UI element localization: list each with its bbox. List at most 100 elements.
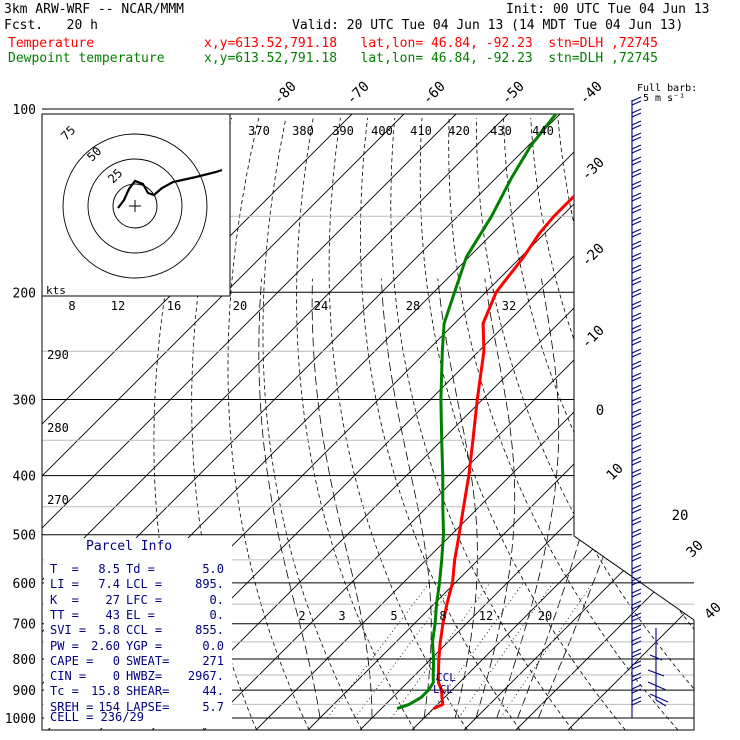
wind-barb-flag — [631, 640, 642, 646]
precip-water-label: 32 — [502, 299, 516, 313]
parcel-info-cell: 0.0 — [202, 638, 224, 653]
wind-barb-flag — [631, 124, 642, 130]
isotherm-label: -80 — [271, 79, 300, 108]
pressure-tick-label: 300 — [13, 394, 36, 409]
dry-adiabat-line — [296, 117, 415, 730]
wind-barb-flag — [631, 228, 642, 234]
wind-barb-flag — [631, 364, 642, 370]
thetae-label: 420 — [448, 124, 470, 138]
thetae-label: 400 — [371, 124, 393, 138]
precip-water-label: 20 — [233, 299, 247, 313]
wind-barb-flag — [631, 540, 642, 546]
temperature-location: x,y=613.52,791.18 lat,lon= 46.84, -92.23… — [204, 36, 658, 51]
mixing-ratio-label: 8 — [439, 609, 446, 623]
low-level-wind-barbs — [647, 628, 669, 707]
wind-barb-flag — [631, 304, 642, 310]
parcel-info-cell: CAPE = — [50, 653, 94, 668]
wind-barb-flag — [631, 240, 642, 246]
wind-barb-flag — [631, 220, 642, 226]
barb-legend-line1: Full barb: — [637, 83, 698, 94]
hodograph-ring — [112, 183, 158, 229]
parcel-info-cell: 855. — [195, 623, 224, 638]
isotherm-line — [463, 114, 694, 730]
parcel-info-cell: 0. — [209, 607, 224, 622]
wind-barb-flag — [631, 336, 642, 342]
parcel-info-cell: 5.7 — [202, 699, 224, 714]
wind-barb-flag — [631, 360, 642, 366]
wind-barb-flag — [631, 432, 642, 438]
isotherm-label: 0 — [596, 403, 604, 419]
wind-barb-flag — [631, 196, 642, 202]
wind-barb-flag — [631, 280, 642, 286]
parcel-info-cell: 7.4 — [98, 577, 120, 592]
isotherm-line — [411, 114, 694, 730]
moist-adiabat-line — [475, 278, 516, 719]
thetae-label: 430 — [490, 124, 512, 138]
precip-water-label: 24 — [314, 299, 328, 313]
wind-barb-flag — [631, 516, 642, 522]
wind-barb-flag — [631, 456, 642, 462]
wind-barb-flag — [631, 232, 642, 238]
wind-barb-flag — [631, 100, 642, 106]
precip-water-label: 16 — [167, 299, 181, 313]
parcel-info-cell: HWBZ= — [126, 669, 163, 684]
parcel-info-cell: SWEAT= — [126, 653, 170, 668]
parcel-info-cell: 44. — [202, 684, 224, 699]
wind-barb-flag — [631, 172, 642, 178]
dewpoint-legend-label: Dewpoint temperature — [8, 51, 165, 66]
wind-barb-flag — [631, 340, 642, 346]
ccl-marker: CCL — [436, 671, 456, 684]
parcel-info-cell: TT = — [50, 607, 79, 622]
wind-barb-flag — [631, 396, 642, 402]
parcel-info-cell: SHEAR= — [126, 684, 170, 699]
theta-label: 270 — [47, 493, 69, 507]
wind-barb-flag — [631, 672, 642, 678]
wind-barb-flag — [631, 472, 642, 478]
isotherm-label: -70 — [344, 79, 373, 108]
dry-adiabat-line — [530, 117, 694, 730]
precip-water-label: 12 — [111, 299, 125, 313]
wind-barb-flag — [631, 568, 642, 574]
parcel-info-cell: Td = — [126, 562, 155, 576]
wind-barb-flag — [631, 436, 642, 442]
hodograph-trace — [117, 168, 223, 209]
temperature-profile — [432, 114, 650, 710]
isotherm-label: -50 — [499, 79, 528, 108]
wind-barb-flag — [631, 504, 642, 510]
moist-adiabat-line — [380, 278, 432, 719]
dry-adiabat-line — [666, 117, 694, 730]
moist-adiabat-line — [517, 278, 612, 719]
wind-barb-flag — [631, 244, 642, 250]
precip-water-label: 28 — [406, 299, 420, 313]
parcel-info-cell: PW = — [50, 638, 79, 653]
wind-barb-flag — [631, 120, 642, 126]
moist-adiabat-line — [496, 278, 560, 719]
mixing-ratio-line — [458, 582, 554, 719]
wind-barb-flag — [631, 412, 642, 418]
parcel-info-cell: SVI = — [50, 623, 87, 638]
parcel-info-cell: SREH = — [50, 699, 94, 714]
wind-barb-flag — [631, 136, 642, 142]
wind-barb-flag — [631, 144, 642, 150]
model-title: 3km ARW-WRF -- NCAR/MMM — [4, 2, 185, 17]
parcel-info-cell: Tc = — [50, 684, 79, 699]
wind-barb-flag — [631, 652, 642, 658]
isotherm-line — [307, 114, 694, 730]
wind-barb-flag — [631, 264, 642, 270]
parcel-info-cell: LCL = — [126, 577, 163, 592]
mixing-ratio-line — [327, 582, 430, 719]
dry-adiabat-line — [476, 118, 694, 730]
parcel-info-cell: 0 — [112, 653, 120, 668]
dry-adiabat-line — [639, 117, 694, 730]
wind-barb-flag — [631, 480, 642, 486]
moist-adiabat-line — [258, 278, 321, 719]
wind-barb-flag — [631, 468, 642, 474]
wind-barb-flag — [631, 112, 642, 118]
isotherm-label: -60 — [420, 79, 449, 108]
forecast-hour: Fcst. 20 h — [4, 18, 98, 33]
wind-barb-flag — [631, 408, 642, 414]
theta-label: 290 — [47, 348, 69, 362]
parcel-info-panel: Parcel Info T = 8.5 Td = 5.0 LI = 7.4 LCL = 895… — [44, 538, 232, 728]
dry-adiabat-line — [503, 117, 694, 730]
wind-barb-flag — [631, 204, 642, 210]
